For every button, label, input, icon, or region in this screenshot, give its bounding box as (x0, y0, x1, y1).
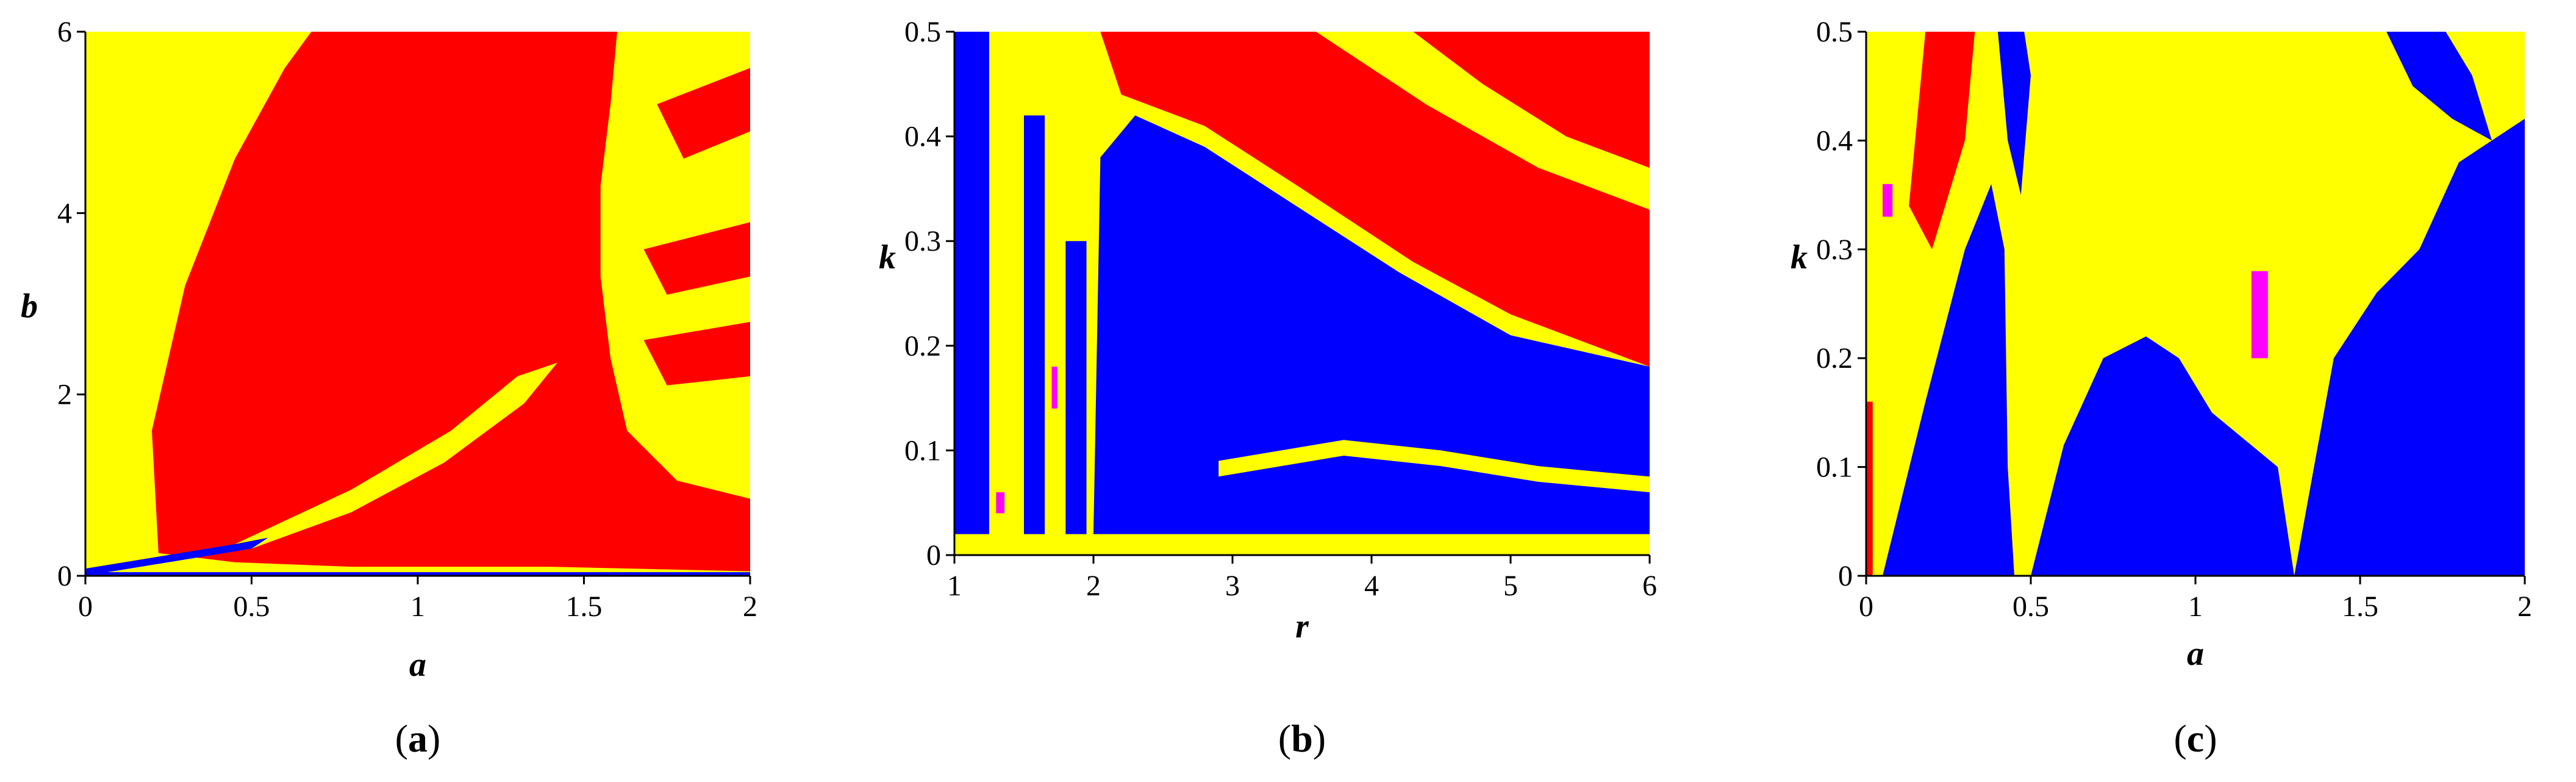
x-tick-label: 6 (1642, 570, 1657, 602)
region-red-2 (657, 68, 750, 159)
region-blue-5 (1998, 32, 2031, 195)
panel-c-caption: (c) (2174, 717, 2217, 760)
x-tick-label: 2 (743, 590, 757, 623)
region-blue-3 (1065, 241, 1087, 534)
y-tick-label: 0.4 (1816, 124, 1853, 157)
x-tick-label: 0.5 (234, 590, 270, 623)
y-tick-label: 6 (57, 16, 72, 48)
x-tick-label: 3 (1225, 570, 1240, 602)
region-red-1 (152, 32, 750, 572)
y-tick-label: 0.1 (1816, 451, 1853, 484)
y-tick-label: 0.5 (904, 16, 941, 48)
y-tick-label: 0.2 (1816, 342, 1853, 375)
y-tick-label: 0.2 (904, 330, 941, 362)
panel-b-xlabel: r (1295, 608, 1309, 645)
x-tick-label: 5 (1503, 570, 1518, 602)
region-magenta-8 (2251, 271, 2268, 359)
region-blue-3 (2294, 118, 2525, 576)
panel-a-xlabel: a (409, 646, 426, 684)
panel-a-ylabel: b (21, 287, 38, 325)
y-tick-label: 0.3 (904, 225, 941, 257)
region-red-4 (643, 321, 750, 386)
region-red-7 (1866, 401, 1873, 576)
panel-c: 0 0.5 1 1.5 2 0 0.1 0.2 0.3 0.4 0.5 a k (c) (1791, 16, 2532, 760)
x-tick-label: 0 (78, 590, 93, 623)
y-tick-label: 0 (57, 560, 72, 592)
y-tick-label: 0.3 (1816, 234, 1853, 266)
region-blue-4 (1093, 115, 1650, 534)
region-blue-2 (2031, 336, 2294, 576)
panel-b-caption: (b) (1278, 717, 1326, 760)
region-blue-1 (1883, 184, 2014, 576)
region-red-3 (643, 222, 750, 295)
region-magenta-10 (996, 492, 1005, 514)
x-tick-label: 4 (1364, 570, 1379, 602)
region-yellow-7 (1315, 32, 1650, 210)
region-blue-8 (85, 537, 268, 576)
panel-b: 1 2 3 4 5 6 0 0.1 0.2 0.3 0.4 0.5 r k (b) (879, 16, 1657, 760)
panel-a: 0 0.5 1 1.5 2 0 2 4 6 a b (a) (21, 16, 757, 760)
region-yellow-7 (102, 32, 235, 268)
region-yellow-8 (1441, 450, 1650, 493)
y-tick-label: 0 (926, 539, 941, 572)
panel-a-plot (85, 32, 750, 576)
panel-c-ylabel: k (1791, 239, 1808, 276)
x-tick-label: 1 (2188, 590, 2203, 623)
y-tick-label: 0.1 (904, 434, 941, 467)
panel-a-caption: (a) (395, 717, 441, 760)
region-blue-1 (954, 32, 989, 534)
panel-c-xlabel: a (2187, 635, 2204, 673)
region-yellow-6 (235, 362, 557, 549)
x-tick-label: 1 (947, 570, 962, 602)
x-tick-label: 1.5 (2342, 590, 2378, 623)
region-red-6 (1909, 32, 1975, 249)
y-tick-label: 2 (57, 379, 72, 411)
region-magenta-9 (1883, 184, 1893, 217)
x-tick-label: 2 (2517, 590, 2532, 623)
x-tick-label: 0.5 (2012, 590, 2049, 623)
x-tick-label: 1.5 (566, 590, 603, 623)
region-blue-4 (2386, 32, 2492, 141)
region-magenta-11 (1051, 367, 1057, 409)
region-red-5 (235, 448, 601, 562)
y-tick-label: 0.4 (904, 121, 941, 153)
x-tick-label: 2 (1086, 570, 1101, 602)
panel-b-plot (954, 32, 1650, 555)
y-tick-label: 0.5 (1816, 16, 1853, 48)
region-blue-2 (1024, 115, 1045, 534)
x-tick-label: 1 (410, 590, 425, 623)
panel-b-ylabel: k (879, 239, 896, 276)
y-tick-label: 4 (57, 197, 72, 229)
region-yellow-9 (1218, 440, 1441, 477)
y-tick-label: 0 (1838, 560, 1853, 592)
x-tick-label: 0 (1859, 590, 1873, 623)
panel-c-plot (1866, 32, 2525, 576)
